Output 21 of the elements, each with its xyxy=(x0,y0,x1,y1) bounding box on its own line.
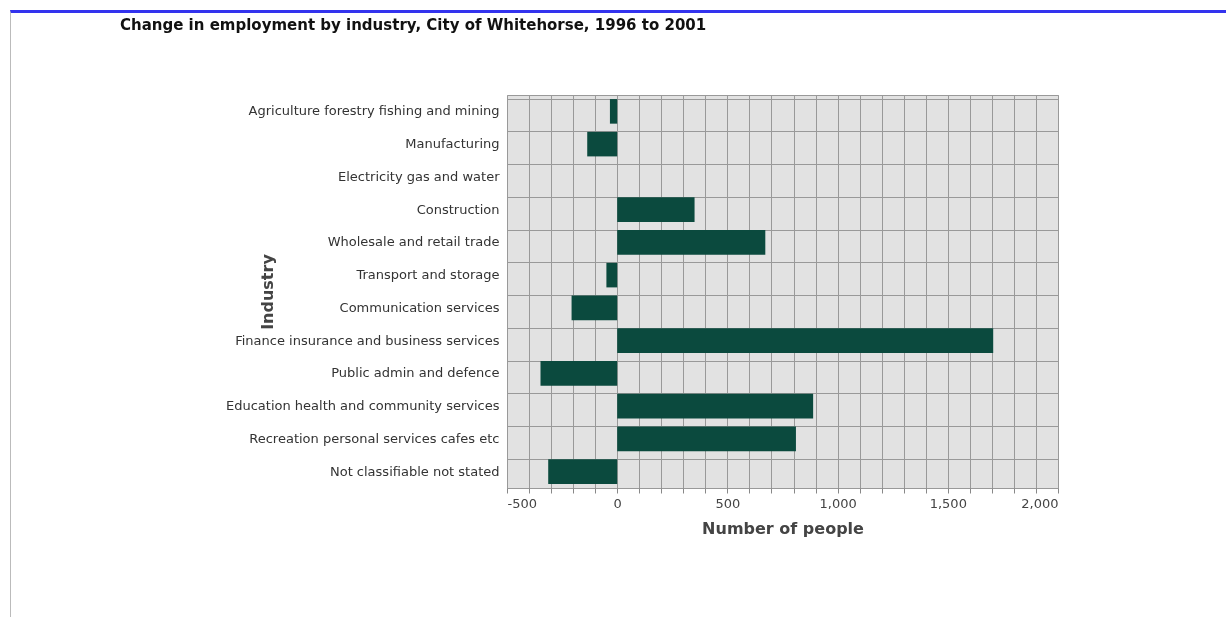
x-tick-label: 1,000 xyxy=(819,495,857,511)
chart-title: Change in employment by industry, City of Whitehorse, 1996 to 2001 xyxy=(120,16,707,34)
y-tick-label: Transport and storage xyxy=(355,267,500,283)
x-tick-label: 500 xyxy=(715,495,741,511)
y-axis-title: Industry xyxy=(257,253,277,330)
x-tick-label: 2,000 xyxy=(1021,495,1059,511)
y-tick-label: Recreation personal services cafes etc xyxy=(249,430,500,446)
y-tick-label: Manufacturing xyxy=(405,136,500,152)
y-tick-label: Public admin and defence xyxy=(331,365,500,381)
y-tick-label: Education health and community services xyxy=(225,398,500,414)
y-tick-label: Construction xyxy=(416,201,500,217)
x-axis-title: Number of people xyxy=(702,518,865,538)
y-tick-label: Electricity gas and water xyxy=(338,168,501,184)
y-tick-label: Not classifiable not stated xyxy=(329,463,500,479)
x-tick-label: 0 xyxy=(613,495,622,511)
x-tick-label: -500 xyxy=(507,495,538,511)
y-tick-label: Finance insurance and business services xyxy=(235,332,500,348)
y-tick-label: Agriculture forestry fishing and mining xyxy=(248,103,500,119)
y-tick-label: Communication services xyxy=(339,299,500,315)
y-tick-label: Wholesale and retail trade xyxy=(327,234,500,250)
x-tick-label: 1,500 xyxy=(929,495,967,511)
